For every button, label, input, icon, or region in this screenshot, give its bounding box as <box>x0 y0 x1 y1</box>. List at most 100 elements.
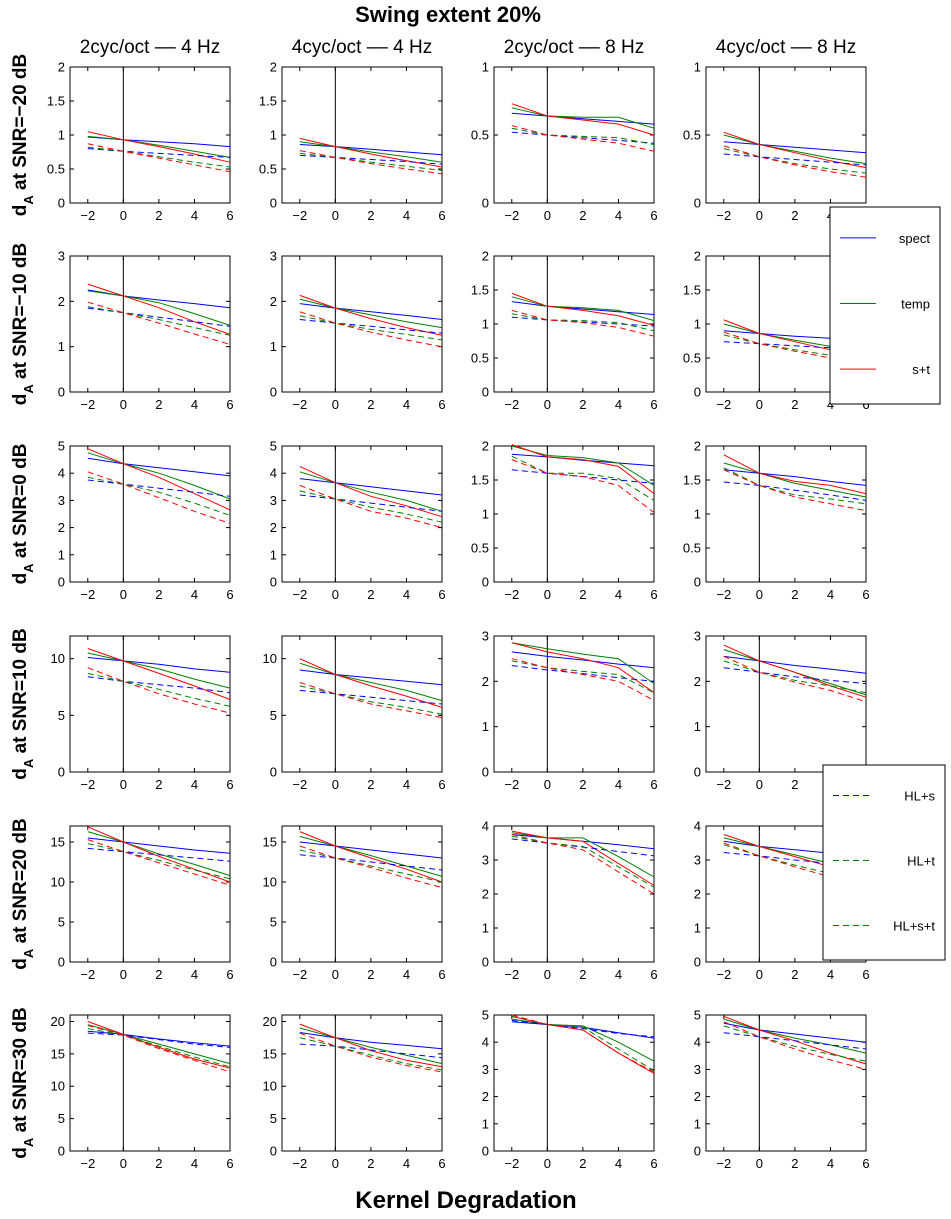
series-line-hl-t <box>87 843 231 880</box>
x-tick-label: 2 <box>155 1156 162 1171</box>
series-line-hl-s-t <box>511 125 655 152</box>
y-tick-label: 0.5 <box>683 128 701 143</box>
x-tick-label: 2 <box>579 397 586 412</box>
y-tick-label: 2 <box>482 674 489 689</box>
y-tick-label: 2 <box>694 1089 701 1104</box>
axes-frame <box>281 1014 443 1152</box>
subplot: −2 0 2 4 6 0 1 2 3 4 5 <box>482 1008 658 1172</box>
x-tick-label: −2 <box>80 967 95 982</box>
series-line-temp <box>87 652 231 689</box>
series-line-hl-s <box>299 319 443 334</box>
series-line-hl-s <box>299 1043 443 1059</box>
x-tick-label: 6 <box>650 967 657 982</box>
x-tick-label: 2 <box>155 397 162 412</box>
x-tick-label: 4 <box>191 397 198 412</box>
y-tick-label: 5 <box>58 439 65 454</box>
x-tick-label: 4 <box>403 208 410 223</box>
x-tick-label: 2 <box>579 587 586 602</box>
y-tick-label: 0 <box>270 765 277 780</box>
x-tick-label: 4 <box>403 397 410 412</box>
y-tick-label: 2 <box>482 1089 489 1104</box>
series-line-spect <box>87 837 231 854</box>
legend-label: HL+s+t <box>893 919 935 934</box>
y-tick-label: 15 <box>263 835 277 850</box>
y-tick-label: 1 <box>482 60 489 75</box>
series-line-hl-t <box>87 672 231 707</box>
series-line-hl-s-t <box>723 469 867 512</box>
y-tick-label: 3 <box>482 853 489 868</box>
legend: HL+s HL+t HL+s+t <box>822 764 946 961</box>
x-tick-label: 4 <box>191 967 198 982</box>
series-line-temp <box>87 135 231 158</box>
series-line-hl-t <box>511 313 655 332</box>
y-tick-label: 1.5 <box>471 473 489 488</box>
row-label: dA at SNR=0 dB <box>10 444 36 585</box>
series-line-spect <box>723 655 867 674</box>
x-tick-label: 0 <box>332 967 339 982</box>
x-tick-label: 0 <box>332 208 339 223</box>
x-tick-label: 4 <box>191 587 198 602</box>
x-tick-label: −2 <box>292 208 307 223</box>
y-tick-label: 2 <box>694 887 701 902</box>
x-tick-label: 2 <box>579 777 586 792</box>
x-tick-label: 0 <box>756 587 763 602</box>
x-tick-label: 0 <box>756 208 763 223</box>
series-line-hl-s-t <box>87 667 231 714</box>
x-tick-label: −2 <box>716 1156 731 1171</box>
y-tick-label: 2 <box>270 60 277 75</box>
y-tick-label: 1 <box>482 719 489 734</box>
x-tick-label: 6 <box>226 1156 233 1171</box>
x-tick-label: 0 <box>332 777 339 792</box>
series-line-hl-s-t <box>723 145 867 178</box>
series-line-hl-s-t <box>723 1021 867 1070</box>
series-line-hl-s-t <box>299 484 443 529</box>
series-line-hl-s <box>723 1032 867 1050</box>
series-line-s-t <box>299 831 443 883</box>
series-line-temp <box>511 296 655 322</box>
series-line-hl-s <box>723 852 867 868</box>
series-line-temp <box>299 1027 443 1065</box>
series-line-spect <box>723 1022 867 1043</box>
y-tick-label: 2 <box>694 439 701 454</box>
y-tick-label: 10 <box>51 651 65 666</box>
x-tick-label: −2 <box>716 397 731 412</box>
y-tick-label: 0 <box>694 955 701 970</box>
series-line-spect <box>511 112 655 125</box>
y-tick-label: 5 <box>270 708 277 723</box>
x-tick-label: 4 <box>191 1156 198 1171</box>
series-line-hl-t <box>299 152 443 171</box>
axes-frame <box>69 255 231 393</box>
series-line-s-t <box>511 292 655 326</box>
series-line-s-t <box>87 448 231 511</box>
series-line-hl-s <box>723 481 867 501</box>
series-line-s-t <box>511 830 655 886</box>
series-line-hl-s <box>299 689 443 705</box>
x-tick-label: 0 <box>544 1156 551 1171</box>
y-tick-label: 10 <box>263 651 277 666</box>
x-tick-label: 0 <box>544 208 551 223</box>
y-tick-label: 4 <box>694 819 701 834</box>
series-line-hl-s <box>87 479 231 497</box>
y-tick-label: 0 <box>482 1144 489 1159</box>
series-line-hl-s-t <box>87 1024 231 1073</box>
series-line-hl-s-t <box>299 150 443 175</box>
series-line-temp <box>511 832 655 878</box>
y-tick-label: 0.5 <box>683 351 701 366</box>
series-line-s-t <box>723 131 867 169</box>
series-line-hl-s-t <box>511 658 655 701</box>
axes-frame <box>705 445 867 583</box>
y-tick-label: 2 <box>694 674 701 689</box>
subplot: −2 0 2 4 6 0 0.5 1 1.5 2 <box>259 60 446 224</box>
series-line-temp <box>511 107 655 129</box>
legend-label: s+t <box>912 362 930 377</box>
series-line-spect <box>511 301 655 315</box>
x-tick-label: −2 <box>80 397 95 412</box>
x-tick-label: 6 <box>650 208 657 223</box>
x-tick-label: 0 <box>120 967 127 982</box>
y-tick-label: 4 <box>482 819 489 834</box>
series-line-s-t <box>723 644 867 698</box>
series-line-hl-s <box>723 153 867 166</box>
series-line-hl-s-t <box>87 839 231 886</box>
